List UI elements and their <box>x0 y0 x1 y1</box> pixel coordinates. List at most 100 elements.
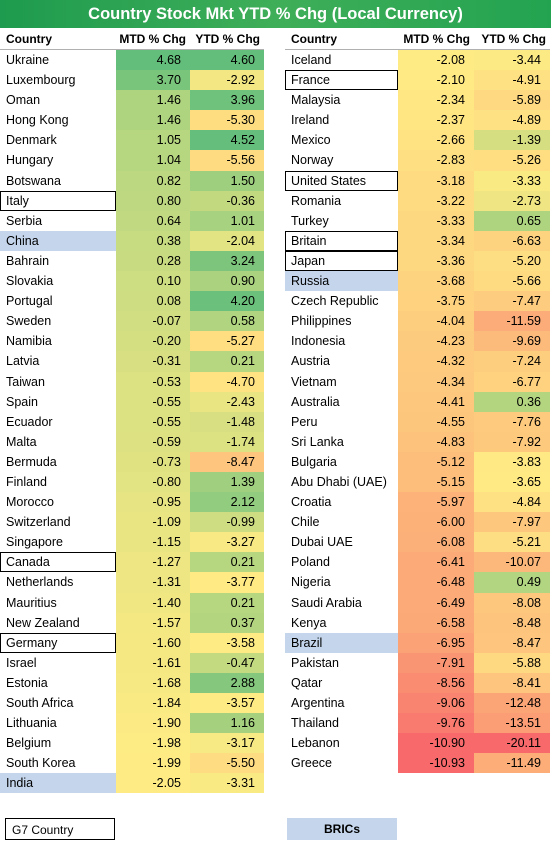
country-cell: Croatia <box>291 495 332 510</box>
country-cell: Italy <box>0 191 116 211</box>
table-row: Germany -1.60 -3.58 <box>0 632 264 653</box>
country-cell: Germany <box>0 633 116 653</box>
mtd-cell: 0.82 <box>116 170 190 191</box>
table-row: Bermuda -0.73 -8.47 <box>0 451 264 472</box>
table-row: Brazil -6.95 -8.47 <box>285 632 550 653</box>
table-row: Bahrain 0.28 3.24 <box>0 250 264 272</box>
mtd-cell: 0.80 <box>116 190 190 211</box>
mtd-cell: -8.56 <box>398 672 474 693</box>
table-row: Lithuania -1.90 1.16 <box>0 713 264 734</box>
table-row: Hungary 1.04 -5.56 <box>0 150 264 171</box>
table-body: Ukraine 4.68 4.60 Luxembourg 3.70 -2.92 Oman 1.… <box>0 50 264 794</box>
ytd-cell: -4.89 <box>474 110 550 131</box>
table-row: Britain -3.34 -6.63 <box>285 230 550 251</box>
country-cell: France <box>285 70 398 90</box>
mtd-cell: -3.22 <box>398 190 474 211</box>
table-row: Indonesia -4.23 -9.69 <box>285 331 550 352</box>
table-row: Pakistan -7.91 -5.88 <box>285 652 550 673</box>
table-row: Portugal 0.08 4.20 <box>0 291 264 312</box>
ytd-cell: -0.47 <box>190 652 264 673</box>
table-row: Mauritius -1.40 0.21 <box>0 592 264 613</box>
mtd-cell: -4.23 <box>398 331 474 352</box>
mtd-cell: -2.66 <box>398 130 474 151</box>
ytd-cell: -6.77 <box>474 371 550 392</box>
header-country: Country <box>6 32 52 46</box>
mtd-cell: -6.58 <box>398 612 474 633</box>
mtd-cell: -0.95 <box>116 492 190 513</box>
ytd-cell: -0.36 <box>190 190 264 211</box>
table-row: Saudi Arabia -6.49 -8.08 <box>285 592 550 613</box>
ytd-cell: -5.21 <box>474 532 550 553</box>
table-row: Luxembourg 3.70 -2.92 <box>0 70 264 91</box>
ytd-cell: 1.01 <box>190 210 264 231</box>
ytd-cell: -8.47 <box>474 632 550 653</box>
ytd-cell: -0.99 <box>190 512 264 533</box>
country-cell: Mexico <box>291 133 331 148</box>
ytd-cell: -8.48 <box>474 612 550 633</box>
legend-brics: BRICs <box>287 818 397 840</box>
mtd-cell: 4.68 <box>116 50 190 71</box>
country-cell: Lithuania <box>6 716 57 731</box>
table-row: Czech Republic -3.75 -7.47 <box>285 291 550 312</box>
country-cell: Morocco <box>6 495 54 510</box>
country-cell: Denmark <box>6 133 57 148</box>
country-cell: Nigeria <box>291 575 331 590</box>
country-cell: Namibia <box>6 334 52 349</box>
ytd-cell: -20.11 <box>474 733 550 754</box>
mtd-cell: -10.93 <box>398 753 474 774</box>
table-row: Croatia -5.97 -4.84 <box>285 492 550 513</box>
table-row: Kenya -6.58 -8.48 <box>285 612 550 633</box>
table-row: France -2.10 -4.91 <box>285 70 550 91</box>
table-row: New Zealand -1.57 0.37 <box>0 612 264 633</box>
country-cell: Japan <box>285 251 398 271</box>
mtd-cell: -3.75 <box>398 291 474 312</box>
ytd-cell: -3.83 <box>474 451 550 472</box>
table-row: Poland -6.41 -10.07 <box>285 552 550 573</box>
mtd-cell: -2.37 <box>398 110 474 131</box>
mtd-cell: 1.46 <box>116 90 190 111</box>
ytd-cell: -3.31 <box>190 773 264 794</box>
mtd-cell: -2.05 <box>116 773 190 794</box>
table-row: Spain -0.55 -2.43 <box>0 391 264 412</box>
table-row: Ecuador -0.55 -1.48 <box>0 411 264 432</box>
country-cell: Ukraine <box>6 53 50 67</box>
table-row: Canada -1.27 0.21 <box>0 552 264 573</box>
country-cell: Estonia <box>6 675 48 690</box>
mtd-cell: -6.48 <box>398 572 474 593</box>
ytd-cell: 0.21 <box>190 552 264 573</box>
table-row: Philippines -4.04 -11.59 <box>285 311 550 332</box>
country-cell: Malta <box>6 434 37 449</box>
country-cell: Thailand <box>291 716 339 731</box>
ytd-cell: -8.08 <box>474 592 550 613</box>
mtd-cell: -1.31 <box>116 572 190 593</box>
table-row: Hong Kong 1.46 -5.30 <box>0 110 264 131</box>
ytd-cell: -7.76 <box>474 411 550 432</box>
country-cell: Pakistan <box>291 655 339 670</box>
mtd-cell: -0.80 <box>116 471 190 493</box>
table-row: Switzerland -1.09 -0.99 <box>0 512 264 533</box>
table-row: Nigeria -6.48 0.49 <box>285 572 550 593</box>
country-cell: Austria <box>291 354 330 369</box>
table-row: Malaysia -2.34 -5.89 <box>285 90 550 111</box>
ytd-cell: 4.20 <box>190 291 264 312</box>
ytd-cell: 1.50 <box>190 170 264 191</box>
table-row: Abu Dhabi (UAE) -5.15 -3.65 <box>285 471 550 493</box>
ytd-cell: -5.56 <box>190 150 264 171</box>
mtd-cell: -10.90 <box>398 733 474 754</box>
mtd-cell: -6.00 <box>398 512 474 533</box>
table-row: Norway -2.83 -5.26 <box>285 150 550 171</box>
mtd-cell: -2.08 <box>398 50 474 71</box>
ytd-cell: -9.69 <box>474 331 550 352</box>
mtd-cell: 0.38 <box>116 230 190 251</box>
country-cell: Vietnam <box>291 374 337 389</box>
ytd-cell: -4.70 <box>190 371 264 392</box>
ytd-cell: -4.91 <box>474 70 550 91</box>
ytd-cell: -7.24 <box>474 351 550 372</box>
country-cell: Bulgaria <box>291 454 337 469</box>
ytd-cell: 4.52 <box>190 130 264 151</box>
table-row: Malta -0.59 -1.74 <box>0 431 264 452</box>
mtd-cell: -0.59 <box>116 431 190 452</box>
ytd-cell: -2.73 <box>474 190 550 211</box>
ytd-cell: -3.65 <box>474 471 550 493</box>
country-cell: South Africa <box>6 696 74 710</box>
